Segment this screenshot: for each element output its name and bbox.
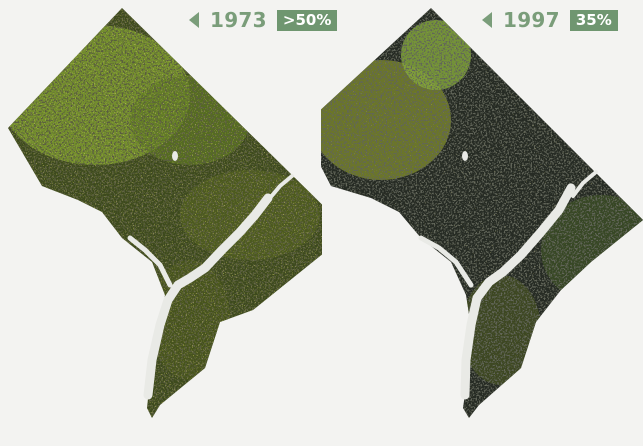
canopy-percent-badge: 35% [569, 9, 618, 31]
canopy-percent-badge: >50% [276, 9, 338, 31]
year-label-1973: 1973 >50% [189, 8, 338, 32]
dc-map-1973 [8, 8, 322, 418]
left-triangle-icon [482, 12, 492, 28]
map-panel-1997: 1997 35% [321, 0, 643, 446]
map-panel-1973: 1973 >50% [8, 8, 338, 418]
dc-map-1997 [321, 8, 643, 418]
year-label-1997: 1997 35% [482, 8, 618, 32]
year-text: 1973 [210, 8, 267, 32]
year-text: 1997 [503, 8, 560, 32]
left-triangle-icon [189, 12, 199, 28]
